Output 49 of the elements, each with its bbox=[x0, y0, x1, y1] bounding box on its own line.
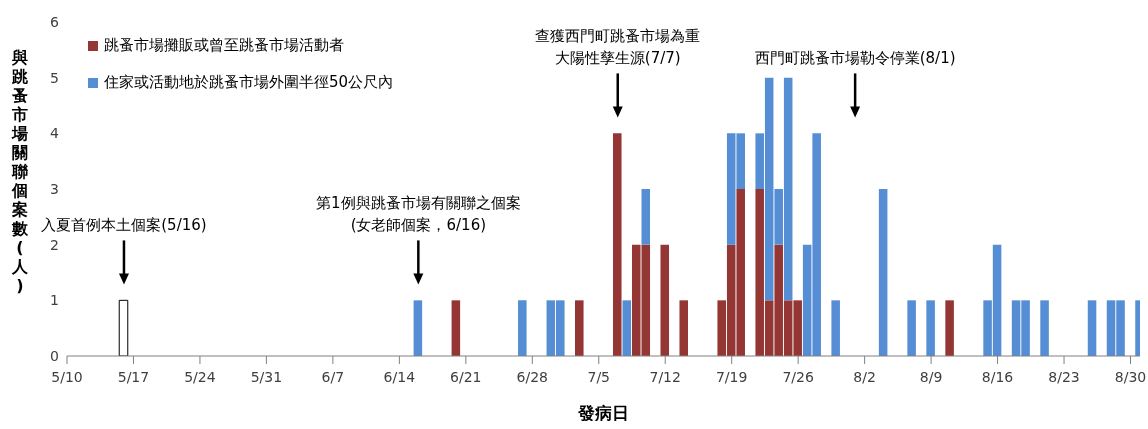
x-tick-label: 7/12 bbox=[649, 368, 681, 385]
x-tick-label: 5/17 bbox=[117, 368, 150, 385]
x-axis-title: 發病日 bbox=[577, 403, 629, 423]
bar bbox=[518, 300, 527, 356]
bar bbox=[641, 189, 651, 245]
ref-line-label: 西門町跳蚤市場勒令停業(8/1) bbox=[754, 49, 956, 68]
x-tick-label: 8/2 bbox=[853, 368, 876, 385]
x-tick-label: 5/31 bbox=[250, 368, 283, 385]
ref-line-label: 查獲西門町跳蚤市場為重大陽性孳生源(7/7) bbox=[535, 27, 701, 68]
y-tick-label: 0 bbox=[50, 347, 59, 364]
bar bbox=[1087, 300, 1097, 356]
bar bbox=[622, 300, 632, 356]
ref-line-label: 入夏首例本土個案(5/16) bbox=[41, 216, 207, 235]
x-tick-label: 7/19 bbox=[715, 368, 748, 385]
bar bbox=[451, 300, 461, 356]
legend-label: 跳蚤市場攤販或曾至跳蚤市場活動者 bbox=[104, 36, 344, 55]
y-tick-label: 4 bbox=[50, 125, 60, 142]
y-tick-label: 6 bbox=[50, 13, 60, 30]
bar bbox=[413, 300, 423, 356]
x-tick-label: 7/5 bbox=[587, 368, 611, 385]
y-tick-label: 3 bbox=[50, 180, 59, 197]
bar bbox=[575, 300, 584, 356]
x-tick-label: 8/30 bbox=[1114, 368, 1147, 385]
bar bbox=[831, 300, 840, 356]
bar bbox=[118, 299, 129, 356]
y-tick-label: 1 bbox=[50, 292, 59, 309]
x-tick-label: 7/26 bbox=[782, 368, 814, 385]
x-tick-label: 8/9 bbox=[919, 368, 943, 385]
x-tick-label: 6/28 bbox=[516, 368, 549, 385]
bar bbox=[613, 133, 622, 356]
y-tick-label: 5 bbox=[50, 69, 59, 86]
x-tick-label: 5/24 bbox=[184, 368, 216, 385]
x-tick-label: 6/7 bbox=[321, 368, 345, 385]
bar bbox=[878, 189, 888, 356]
bar bbox=[679, 300, 689, 356]
bar bbox=[926, 300, 935, 356]
x-tick-label: 8/23 bbox=[1048, 368, 1080, 385]
x-tick-label: 6/21 bbox=[450, 368, 482, 385]
bar bbox=[907, 300, 916, 356]
x-tick-label: 6/14 bbox=[383, 368, 416, 385]
ref-line-label: 第1例與跳蚤市場有關聯之個案(女老師個案，6/16) bbox=[316, 194, 521, 235]
x-tick-label: 5/10 bbox=[51, 368, 83, 385]
y-tick-label: 2 bbox=[50, 236, 59, 253]
bar bbox=[1040, 300, 1049, 356]
bar bbox=[945, 300, 954, 356]
x-tick-label: 8/16 bbox=[981, 368, 1014, 385]
bar bbox=[660, 244, 670, 356]
text: 與跳蚤市場關聯個案數(人) bbox=[12, 48, 28, 295]
legend-label: 住家或活動地於跳蚤市場外圍半徑50公尺內 bbox=[104, 73, 394, 92]
